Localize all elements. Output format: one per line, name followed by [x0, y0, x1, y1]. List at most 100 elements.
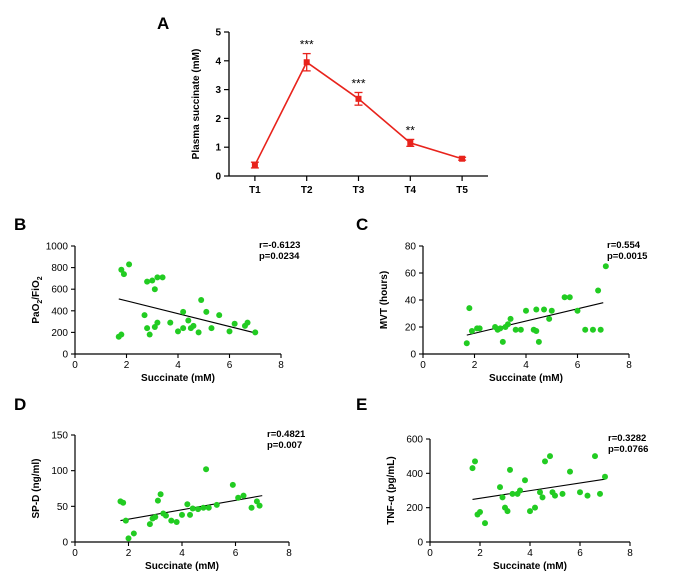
data-point [122, 517, 129, 524]
data-point [532, 504, 538, 511]
y-axis-label-part: /FiO [31, 280, 42, 300]
panel-letter: E [356, 395, 367, 414]
data-point [597, 490, 603, 497]
significance-label: *** [351, 76, 365, 90]
data-point [542, 458, 548, 465]
regression-line [472, 478, 606, 500]
data-point [584, 492, 591, 499]
y-axis-label-subscript: 2 [37, 300, 44, 304]
data-point [154, 274, 161, 281]
data-point [252, 329, 259, 336]
data-point [190, 322, 197, 329]
data-point [512, 326, 519, 333]
data-point [589, 326, 596, 333]
data-point [574, 307, 581, 314]
data-point [527, 508, 533, 515]
y-axis-label-subscript: 2 [37, 276, 44, 280]
y-tick-label: 80 [405, 242, 417, 253]
panel-d: D 0 50 100 150 0 2 4 6 8 Succinate (mM) SP-D (ng/ml… [14, 395, 306, 572]
data-point [533, 306, 540, 313]
x-tick-label: 6 [227, 360, 233, 371]
data-point [602, 263, 609, 270]
r-value: r=-0.6123 [259, 240, 300, 251]
y-axis-label: Plasma succinate (mM) [191, 49, 202, 160]
r-value: r=0.3282 [608, 433, 646, 444]
r-value: r=0.4821 [267, 429, 306, 440]
data-point [120, 499, 127, 506]
data-point [226, 328, 233, 335]
data-point [144, 278, 151, 285]
data-point [248, 504, 255, 511]
data-point [251, 162, 258, 169]
y-tick-label: 800 [51, 263, 68, 274]
data-point [208, 325, 215, 332]
data-point [144, 325, 151, 332]
x-tick-label: 6 [233, 548, 239, 559]
panel-e: E 0 200 400 600 0 2 4 6 8 Succinate (mM) TNF-α (pg/… [356, 395, 648, 572]
y-tick-label: 200 [406, 503, 423, 514]
data-point [522, 477, 528, 484]
x-tick-label: T2 [301, 185, 313, 196]
data-point [179, 511, 185, 518]
data-point [497, 325, 504, 332]
x-tick-label: 2 [124, 360, 130, 371]
data-point [149, 277, 156, 284]
y-tick-label: 1000 [46, 242, 69, 253]
x-axis-label: Succinate (mM) [141, 373, 215, 384]
y-axis-label: TNF-α (pg/mL) [386, 456, 397, 524]
y-tick-label: 600 [406, 435, 423, 446]
r-value: r=0.554 [607, 240, 641, 251]
data-point [577, 489, 583, 496]
data-point [561, 294, 568, 301]
panel-letter: B [14, 215, 26, 234]
p-value: p=0.0234 [259, 251, 300, 262]
data-point [499, 338, 506, 345]
data-point [130, 530, 137, 537]
data-point [533, 328, 540, 335]
y-tick-label: 3 [215, 85, 221, 96]
data-point [504, 508, 511, 515]
x-axis-label: Succinate (mM) [145, 561, 219, 572]
data-point [539, 494, 546, 501]
y-tick-label: 60 [405, 269, 417, 280]
data-point [504, 321, 511, 328]
y-tick-label: 0 [417, 538, 423, 549]
data-point [235, 494, 242, 501]
y-tick-label: 40 [405, 296, 417, 307]
data-point [231, 320, 238, 327]
significance-label: ** [406, 123, 416, 137]
x-tick-label: 8 [626, 360, 632, 371]
data-point [175, 328, 181, 335]
y-tick-label: 400 [51, 306, 68, 317]
x-tick-label: 4 [527, 548, 533, 559]
y-tick-label: 0 [62, 350, 68, 361]
x-tick-label: 4 [523, 360, 529, 371]
data-point [482, 520, 488, 527]
data-point [355, 95, 362, 102]
data-point [118, 331, 125, 338]
data-point [125, 535, 132, 542]
data-point [162, 512, 169, 519]
p-value: p=0.0766 [608, 444, 648, 455]
data-point [303, 59, 310, 66]
x-tick-label: T4 [404, 185, 416, 196]
data-point [597, 326, 604, 333]
y-tick-label: 0 [410, 350, 416, 361]
data-point [582, 326, 589, 333]
data-point [463, 340, 470, 347]
panel-c: C 0 20 40 60 80 0 2 4 6 8 Succinate (mM) MVT (hours)… [356, 215, 648, 384]
data-point [537, 489, 543, 496]
data-point [548, 307, 555, 314]
data-point [497, 484, 503, 491]
y-tick-label: 0 [62, 538, 68, 549]
x-tick-label: T3 [353, 185, 365, 196]
x-axis-label: Succinate (mM) [493, 561, 567, 572]
data-point [141, 312, 148, 319]
y-axis-label: MVT (hours) [379, 271, 390, 329]
data-point [240, 492, 247, 499]
data-point [253, 498, 260, 505]
data-point [552, 492, 558, 499]
data-point [509, 490, 516, 497]
data-point [180, 325, 187, 332]
